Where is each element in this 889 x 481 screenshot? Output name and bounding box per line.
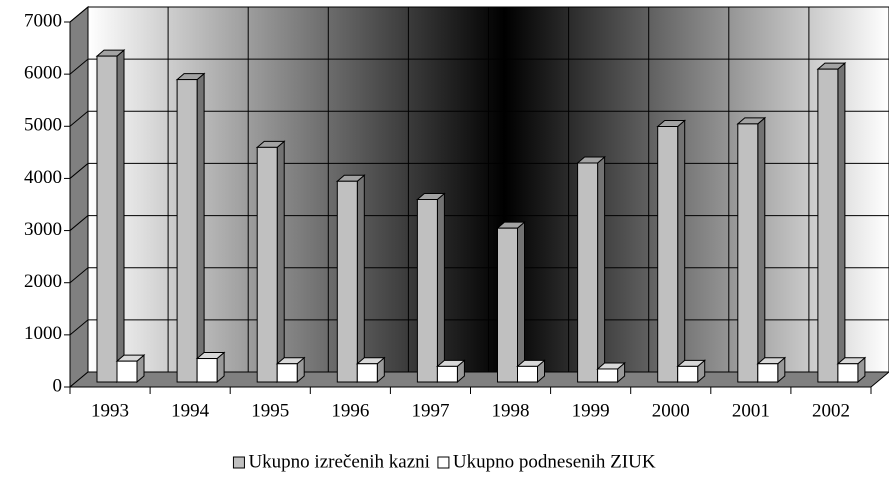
bar-side — [436, 192, 445, 384]
grid-line-side — [69, 110, 89, 127]
bar — [496, 221, 526, 384]
bar — [656, 119, 687, 384]
bar-front — [336, 180, 358, 383]
bar-side — [116, 49, 125, 384]
bar-side — [677, 119, 686, 384]
x-tick-label: 1997 — [411, 400, 449, 421]
bar-side — [356, 174, 365, 384]
bar — [436, 359, 466, 384]
x-tick-label: 1998 — [492, 400, 530, 421]
bar — [255, 140, 286, 384]
x-tick-label: 1996 — [331, 400, 369, 421]
y-tick-label: 0 — [53, 375, 63, 396]
bar-front — [176, 79, 198, 383]
bar-side — [597, 155, 606, 384]
bar-front — [276, 363, 298, 383]
bar-front — [817, 68, 839, 383]
bar — [115, 354, 146, 384]
bar-front — [497, 227, 518, 383]
legend-label: Ukupno podnesenih ZIUK — [453, 451, 656, 472]
bar — [756, 356, 787, 384]
grid-line-side — [69, 267, 89, 284]
bar — [836, 356, 867, 384]
bar — [516, 359, 546, 384]
x-tick-label: 2000 — [652, 400, 690, 421]
legend-swatch — [232, 456, 245, 469]
side-wall — [69, 5, 89, 389]
bar — [175, 72, 206, 384]
legend-swatch — [437, 456, 450, 469]
y-tick-label: 7000 — [24, 10, 62, 31]
grid-line-side — [69, 163, 89, 179]
y-tick-label: 4000 — [24, 167, 62, 188]
y-tick-label: 2000 — [24, 271, 62, 292]
bar-front — [356, 363, 378, 383]
x-tick-label: 2002 — [812, 400, 850, 421]
bar — [596, 361, 626, 384]
bar-front — [416, 199, 438, 383]
grid-line-side — [69, 6, 89, 23]
y-tick-label: 3000 — [24, 219, 62, 240]
bar-front — [256, 146, 278, 383]
bar-side — [757, 116, 766, 384]
bar-front — [657, 126, 679, 383]
bar — [95, 49, 126, 384]
bar — [816, 62, 847, 384]
bar — [676, 359, 707, 384]
y-tick-label: 5000 — [24, 115, 62, 136]
grid-line-side — [69, 319, 89, 336]
bar-front — [196, 358, 218, 383]
bar-side — [517, 221, 525, 384]
bar-side — [276, 140, 285, 384]
bar — [275, 356, 306, 384]
x-tick-label: 1999 — [572, 400, 610, 421]
bar-side — [837, 62, 846, 384]
x-tick-label: 2001 — [732, 400, 770, 421]
y-tick-label: 1000 — [24, 323, 62, 344]
bar-front — [757, 363, 779, 383]
bar-front — [96, 55, 118, 383]
bar — [195, 351, 226, 384]
bar — [335, 174, 366, 384]
bar-front — [837, 363, 859, 383]
x-tick-label: 1994 — [171, 400, 210, 421]
bar-front — [597, 368, 619, 383]
bar-front — [577, 162, 599, 383]
x-tick-label: 1993 — [91, 400, 129, 421]
bar — [576, 155, 606, 384]
x-tick-label: 1995 — [251, 400, 289, 421]
bar — [736, 116, 767, 384]
bar-front — [737, 123, 759, 383]
bar-front — [436, 365, 458, 383]
y-tick-label: 6000 — [24, 63, 62, 84]
bar — [416, 192, 446, 384]
bar — [355, 356, 386, 384]
bar-front — [517, 365, 538, 383]
bar-front — [116, 360, 138, 383]
grid-line-side — [69, 215, 89, 231]
bar-front — [677, 365, 699, 383]
legend: Ukupno izrečenih kazni Ukupno podnesenih … — [232, 451, 656, 472]
legend-label: Ukupno izrečenih kazni — [248, 451, 429, 472]
grid-line-side — [69, 58, 89, 75]
bar-side — [196, 72, 205, 384]
